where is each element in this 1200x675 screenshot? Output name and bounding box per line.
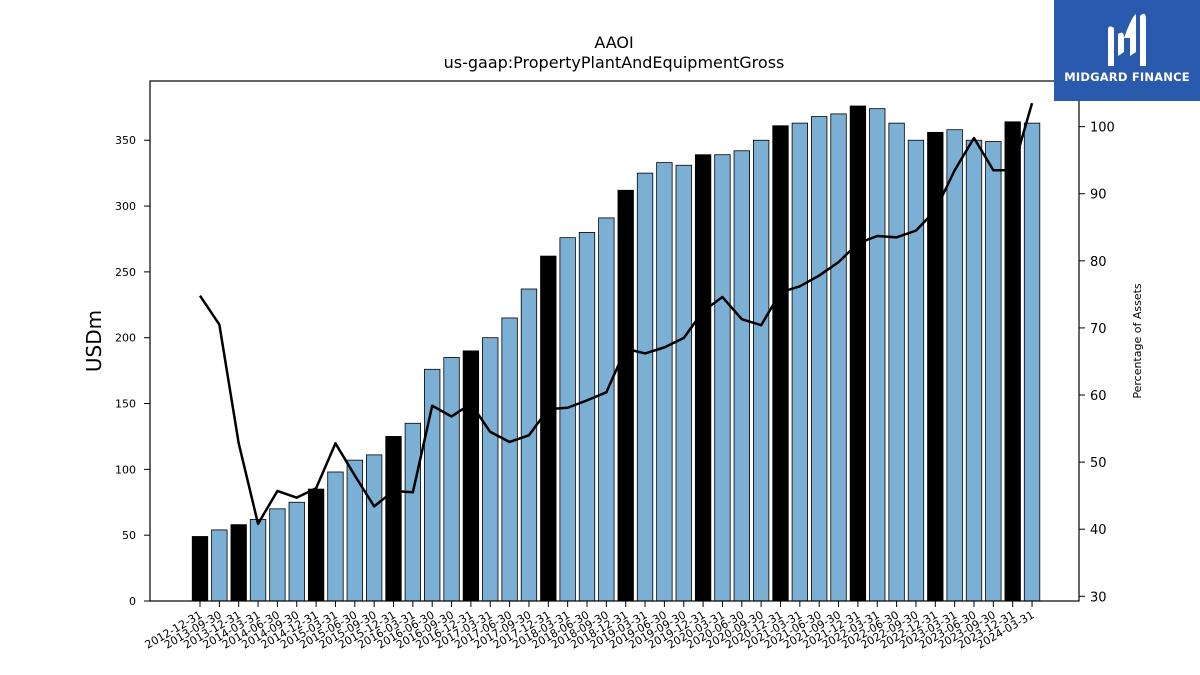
- y2-tick-label: 90: [1090, 188, 1107, 203]
- bar-2022-03-31: [869, 108, 886, 602]
- midgard-logo-icon: [1108, 13, 1146, 66]
- bar-2017-09-30: [520, 288, 538, 602]
- y-axis-label: USDm: [82, 310, 106, 372]
- bar-2023-12-31: [1004, 121, 1021, 602]
- bar-2016-03-31: [404, 422, 422, 602]
- y-tick-label: 200: [115, 332, 136, 345]
- bar-2016-09-30: [443, 357, 460, 602]
- bar-2024-03-31: [1023, 122, 1041, 602]
- y2-tick-label: 70: [1090, 322, 1107, 337]
- bar-2019-06-30: [656, 162, 673, 602]
- y-tick-label: 350: [115, 134, 136, 147]
- bar-2015-12-31: [385, 436, 402, 602]
- bar-2017-06-30: [501, 317, 518, 602]
- bar-2018-06-30: [578, 231, 596, 602]
- bar-2021-09-30: [830, 113, 847, 602]
- bar-2017-12-31: [540, 255, 557, 602]
- bar-2013-09-30: [211, 529, 228, 602]
- bar-2014-12-31: [307, 488, 325, 602]
- line-group: [198, 102, 1034, 526]
- bar-2020-06-30: [733, 150, 750, 602]
- y-tick-label: 250: [115, 266, 136, 279]
- bar-2023-06-30: [965, 139, 983, 602]
- bar-2018-12-31: [617, 189, 634, 602]
- bar-2013-12-31: [230, 524, 247, 602]
- bar-group: [191, 105, 1041, 602]
- bar-2020-12-31: [772, 125, 789, 602]
- midgard-finance-logo: MIDGARD FINANCE: [1054, 0, 1200, 101]
- left-axis: 0 50 100 150 200 250 300 350: [115, 134, 150, 608]
- bar-2021-03-31: [791, 122, 808, 602]
- bar-2020-03-31: [714, 154, 731, 602]
- bar-2022-06-30: [888, 122, 905, 602]
- bar-2014-06-30: [269, 508, 286, 602]
- bar-2015-03-31: [327, 471, 344, 602]
- y2-tick-label: 100: [1090, 121, 1115, 136]
- bar-2021-06-30: [811, 116, 828, 602]
- percentage-line: [198, 102, 1034, 526]
- y2-tick-label: 40: [1090, 523, 1107, 538]
- bar-2017-03-31: [482, 337, 499, 602]
- x-axis: 2012-12-312013-09-302013-12-312014-03-31…: [143, 601, 1037, 652]
- bar-2019-12-31: [694, 154, 712, 602]
- bar-2021-12-31: [849, 105, 867, 602]
- bar-2014-03-31: [249, 518, 267, 602]
- bar-2018-03-31: [559, 237, 576, 602]
- bar-2012-12-31: [191, 536, 209, 602]
- bar-2023-03-31: [946, 129, 963, 602]
- logo-text: MIDGARD FINANCE: [1064, 70, 1190, 84]
- y2-tick-label: 80: [1090, 255, 1107, 270]
- y2-tick-label: 60: [1090, 389, 1107, 404]
- bar-2015-09-30: [365, 454, 383, 602]
- bar-2015-06-30: [346, 459, 363, 602]
- bar-2023-09-30: [985, 141, 1002, 602]
- bar-2016-06-30: [424, 368, 441, 602]
- y2-tick-label: 30: [1090, 590, 1107, 605]
- right-axis: 30 40 50 60 70 80 90 100: [1079, 121, 1115, 605]
- bar-2022-09-30: [907, 139, 925, 602]
- y-tick-label: 150: [115, 398, 136, 411]
- y2-tick-label: 50: [1090, 456, 1107, 471]
- y2-axis-label: Percentage of Assets: [1131, 283, 1144, 399]
- bar-2020-09-30: [753, 139, 770, 602]
- bar-2016-12-31: [462, 350, 480, 602]
- plot-frame: [149, 80, 1080, 602]
- y-tick-label: 0: [129, 595, 136, 608]
- bar-2022-12-31: [927, 131, 944, 602]
- bar-2019-03-31: [636, 172, 654, 602]
- chart-subtitle: us-gaap:PropertyPlantAndEquipmentGross: [444, 53, 785, 72]
- y-tick-label: 300: [115, 200, 136, 213]
- y-tick-label: 100: [115, 463, 136, 476]
- bar-2014-09-30: [288, 501, 305, 602]
- bar-2019-09-30: [675, 164, 692, 602]
- chart-title: AAOI: [594, 33, 633, 52]
- bar-2018-09-30: [598, 217, 615, 602]
- y-tick-label: 50: [122, 529, 136, 542]
